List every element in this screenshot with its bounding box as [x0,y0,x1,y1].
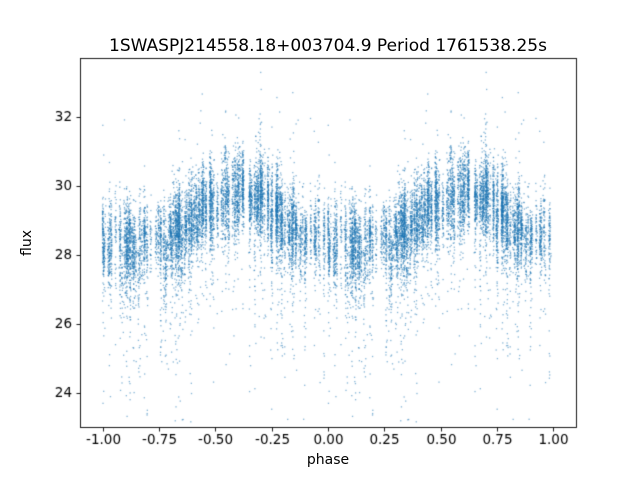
y-axis-label: flux [19,230,35,256]
chart-title: 1SWASPJ214558.18+003704.9 Period 1761538… [109,36,547,56]
x-axis-label: phase [306,452,350,468]
